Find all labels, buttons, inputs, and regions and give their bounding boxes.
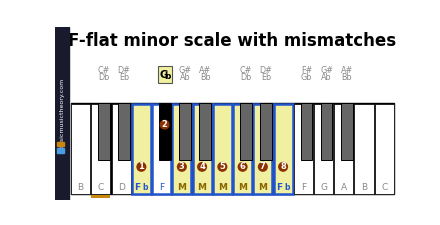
Text: Eb: Eb xyxy=(261,72,271,81)
Text: M: M xyxy=(238,183,247,192)
Text: G#: G# xyxy=(320,66,333,75)
Text: Db: Db xyxy=(98,72,110,81)
Bar xyxy=(57,142,64,146)
Text: A: A xyxy=(341,183,347,192)
Text: 5: 5 xyxy=(220,162,225,171)
Text: C#: C# xyxy=(98,66,110,75)
Circle shape xyxy=(217,162,227,172)
Text: 3: 3 xyxy=(179,162,185,171)
Text: M: M xyxy=(177,183,187,192)
Circle shape xyxy=(278,162,288,172)
Text: F: F xyxy=(276,183,282,192)
Text: M: M xyxy=(218,183,227,192)
Text: B: B xyxy=(361,183,367,192)
Text: 7: 7 xyxy=(260,162,266,171)
Text: 6: 6 xyxy=(240,162,246,171)
Text: C#: C# xyxy=(239,66,252,75)
Text: B: B xyxy=(77,183,84,192)
Bar xyxy=(260,103,272,160)
Text: Ab: Ab xyxy=(180,72,190,81)
Bar xyxy=(240,103,252,160)
Bar xyxy=(118,103,130,160)
Circle shape xyxy=(160,120,170,130)
Text: b: b xyxy=(143,183,148,192)
Circle shape xyxy=(197,162,207,172)
Bar xyxy=(314,104,333,194)
Text: b: b xyxy=(284,183,290,192)
Bar xyxy=(355,104,374,194)
Bar xyxy=(98,103,110,160)
Bar xyxy=(159,103,171,160)
Text: 4: 4 xyxy=(199,162,205,171)
Bar xyxy=(91,195,110,198)
Text: Gb: Gb xyxy=(301,72,312,81)
Text: Ab: Ab xyxy=(321,72,332,81)
Text: G#: G# xyxy=(178,66,191,75)
Bar xyxy=(111,104,131,194)
Text: Db: Db xyxy=(240,72,251,81)
Bar xyxy=(253,104,272,194)
Bar xyxy=(132,104,151,194)
Text: F: F xyxy=(134,183,140,192)
Bar xyxy=(91,104,110,194)
Text: F#: F# xyxy=(301,66,312,75)
Text: Bb: Bb xyxy=(341,72,352,81)
Bar xyxy=(193,104,212,194)
Bar xyxy=(341,103,353,160)
Text: 1: 1 xyxy=(139,162,144,171)
Text: 8: 8 xyxy=(280,162,286,171)
Text: basicmusictheory.com: basicmusictheory.com xyxy=(59,78,65,148)
Bar xyxy=(233,104,252,194)
Text: M: M xyxy=(198,183,207,192)
Bar xyxy=(152,104,171,194)
Text: Eb: Eb xyxy=(119,72,129,81)
Bar xyxy=(71,104,90,194)
Text: G: G xyxy=(160,70,168,80)
Bar xyxy=(375,104,394,194)
Text: D: D xyxy=(117,183,125,192)
Bar xyxy=(334,104,353,194)
Circle shape xyxy=(177,162,187,172)
Bar xyxy=(301,103,312,160)
Text: A#: A# xyxy=(199,66,211,75)
Bar xyxy=(57,148,64,153)
Text: F: F xyxy=(159,183,164,192)
Bar xyxy=(55,27,69,200)
Circle shape xyxy=(136,162,147,172)
Bar xyxy=(179,103,191,160)
Bar xyxy=(158,66,172,83)
Bar xyxy=(294,104,313,194)
Bar xyxy=(172,104,191,194)
Text: F-flat minor scale with mismatches: F-flat minor scale with mismatches xyxy=(68,32,396,50)
Text: D#: D# xyxy=(260,66,272,75)
Circle shape xyxy=(238,162,248,172)
Text: C: C xyxy=(98,183,104,192)
Text: 2: 2 xyxy=(162,120,168,129)
Text: M: M xyxy=(258,183,268,192)
Circle shape xyxy=(258,162,268,172)
Bar xyxy=(70,103,394,194)
Text: b: b xyxy=(165,72,171,81)
Text: A#: A# xyxy=(341,66,353,75)
Text: C: C xyxy=(381,183,388,192)
Bar xyxy=(199,103,211,160)
Bar xyxy=(213,104,232,194)
Text: F: F xyxy=(301,183,306,192)
Bar xyxy=(321,103,333,160)
Text: Bb: Bb xyxy=(200,72,210,81)
Bar xyxy=(274,104,293,194)
Text: D#: D# xyxy=(118,66,131,75)
Text: G: G xyxy=(320,183,327,192)
